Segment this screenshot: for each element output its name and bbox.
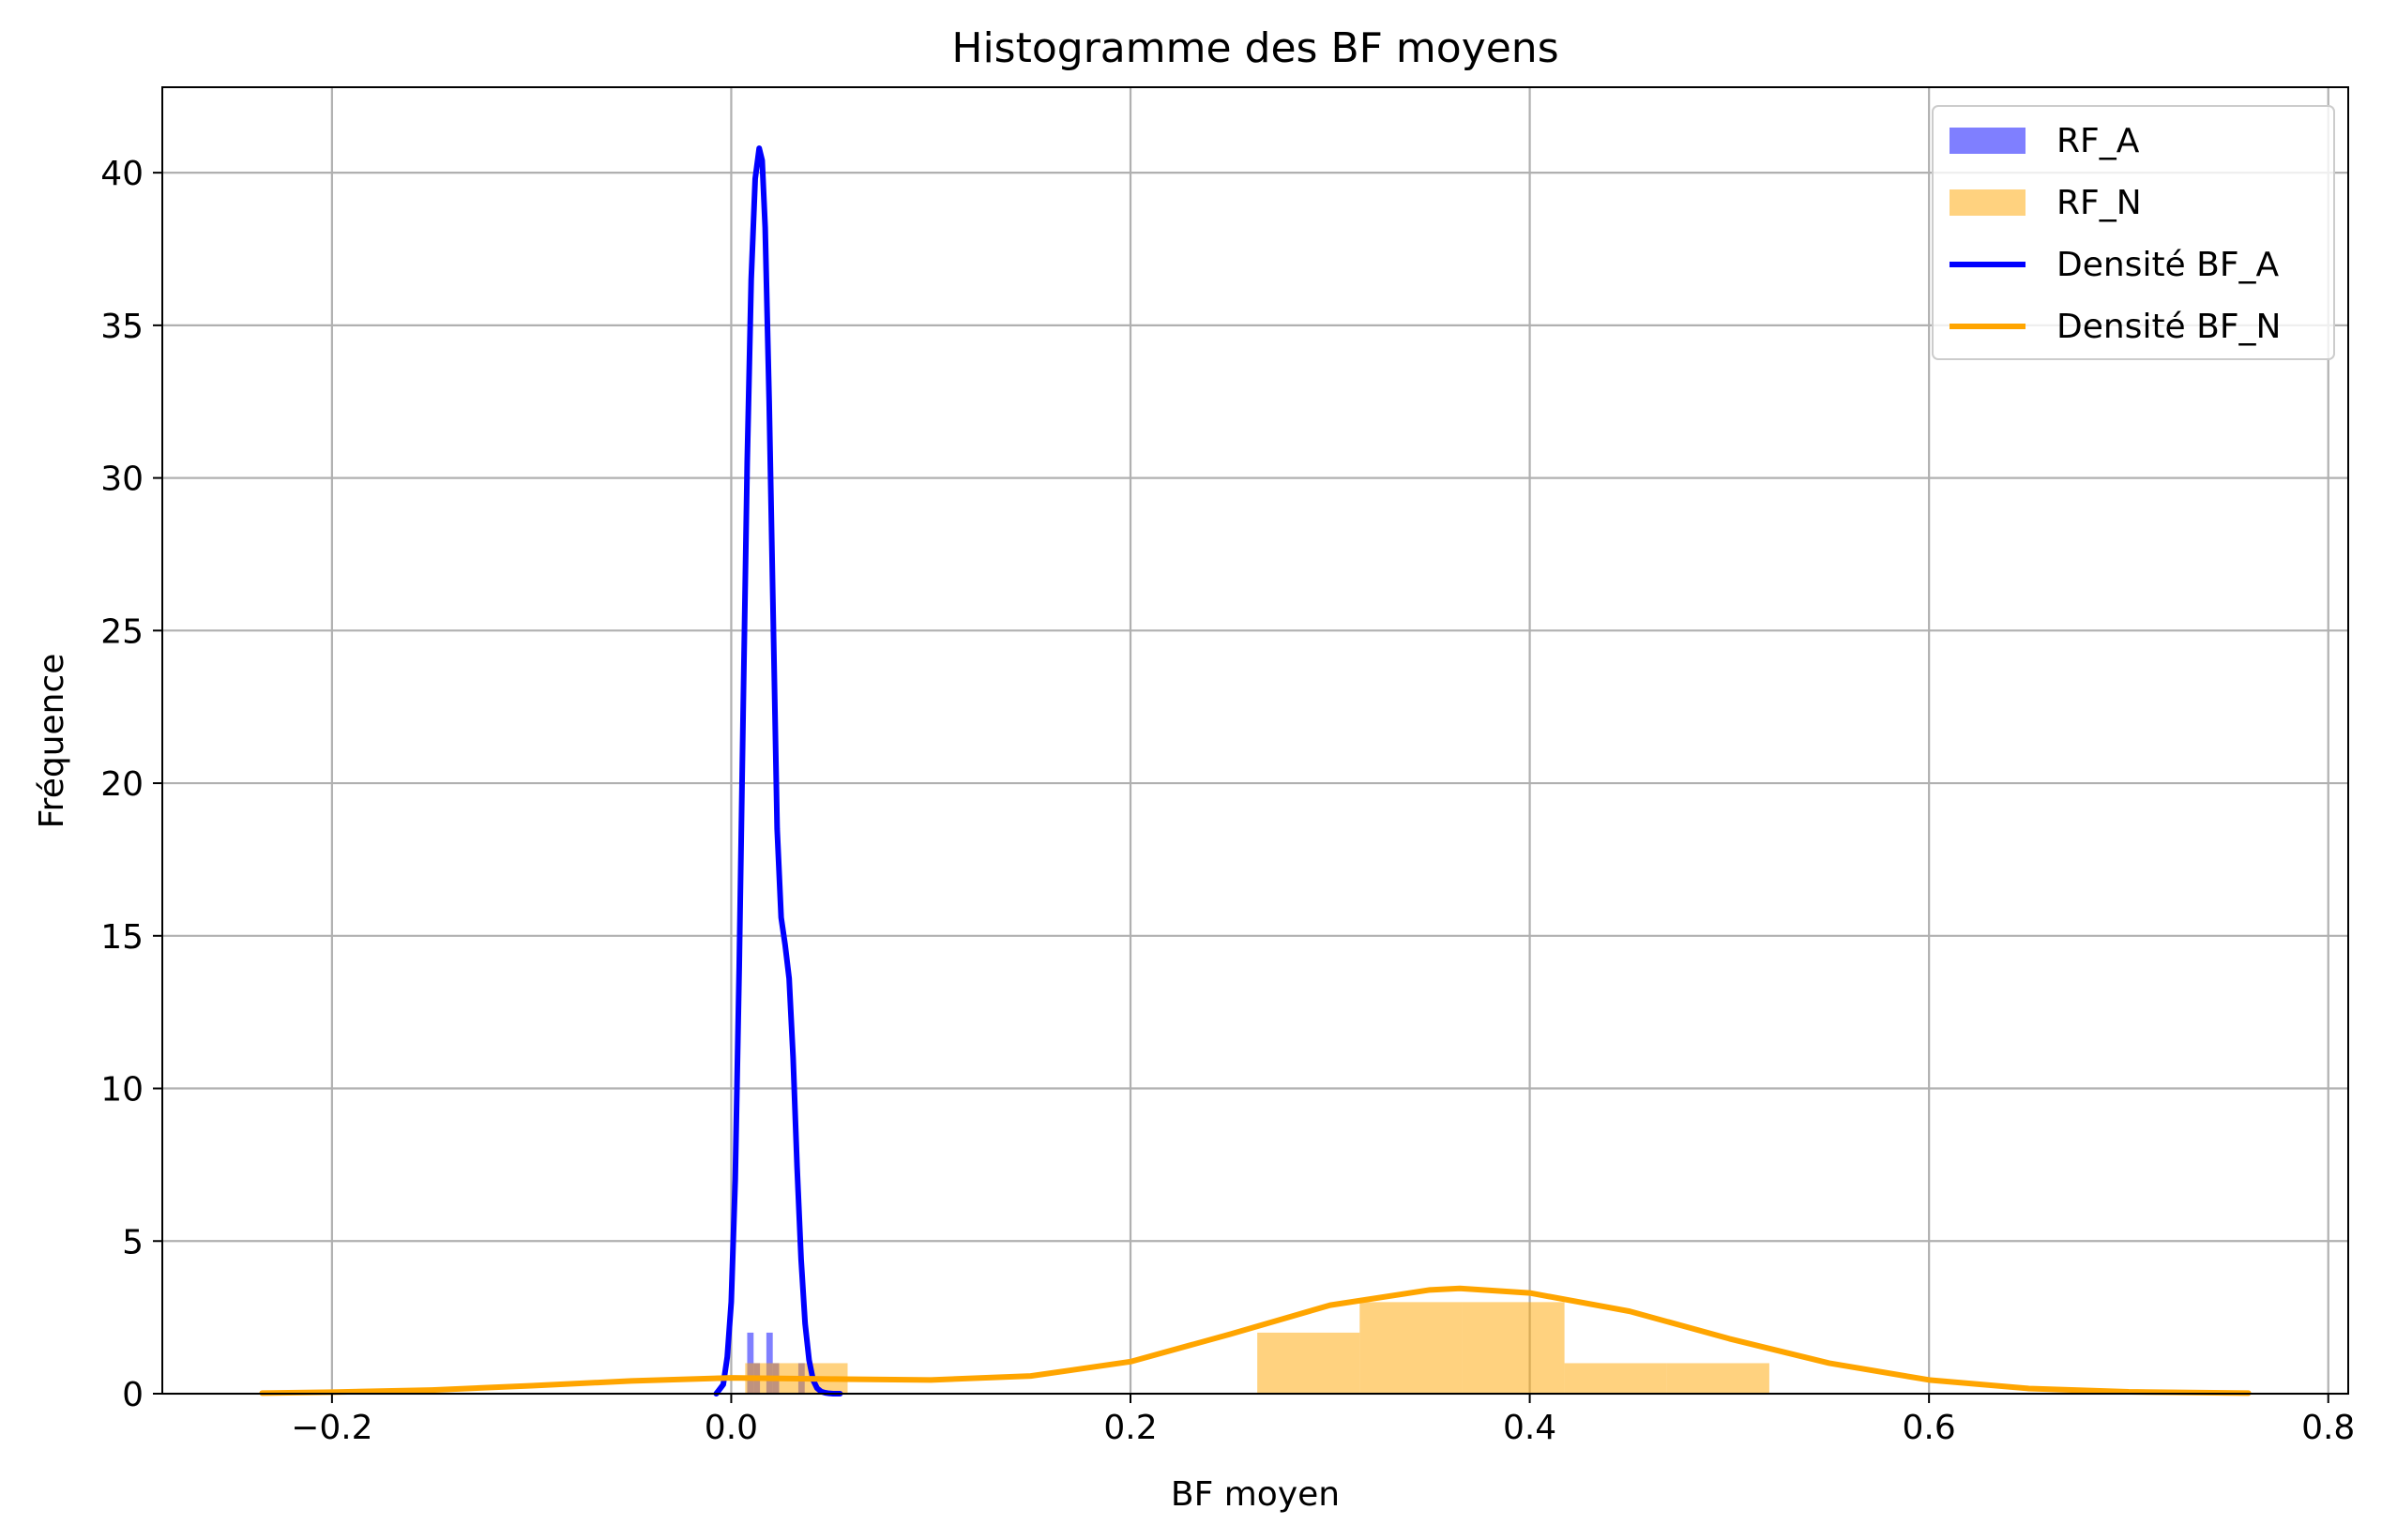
y-axis-label: Fréquence xyxy=(33,654,71,829)
x-tick-label: 0.8 xyxy=(2301,1409,2355,1447)
histogram-bar-rf-n xyxy=(1666,1363,1769,1394)
y-tick-label: 20 xyxy=(100,765,144,804)
tick-layer: −0.2 0.0 0.2 0.4 0.6 0.8 0 5 10 15 20 25 30 35 40 xyxy=(100,155,2355,1447)
x-tick-label: 0.0 xyxy=(705,1409,758,1447)
histogram-bars xyxy=(745,1302,1769,1394)
legend: RF_A RF_N Densité BF_A Densité BF_N xyxy=(1932,105,2335,360)
density-lines xyxy=(259,145,2252,1397)
y-tick-label: 40 xyxy=(100,155,144,193)
legend-label: RF_A xyxy=(2056,122,2140,160)
legend-label: Densité BF_N xyxy=(2056,308,2281,346)
y-tick-label: 15 xyxy=(100,918,144,957)
grid-layer xyxy=(162,87,2348,1396)
legend-label: RF_N xyxy=(2056,184,2142,222)
histogram-bar-rf-n xyxy=(1462,1302,1565,1394)
x-tick-label: 0.6 xyxy=(1903,1409,1956,1447)
legend-swatch xyxy=(1950,128,2025,154)
x-tick-label: 0.2 xyxy=(1103,1409,1157,1447)
histogram-bar-rf-n xyxy=(1359,1302,1463,1394)
histogram-bar-rf-n xyxy=(1564,1363,1667,1394)
chart-title: Histogramme des BF moyens xyxy=(951,24,1558,72)
legend-swatch xyxy=(1950,189,2025,216)
x-tick-label: 0.4 xyxy=(1503,1409,1556,1447)
x-tick-label: −0.2 xyxy=(291,1409,372,1447)
y-tick-label: 5 xyxy=(122,1223,144,1261)
plot-frame xyxy=(161,86,2349,1395)
y-tick-label: 35 xyxy=(100,308,144,346)
densite-bf-a-line xyxy=(713,145,843,1397)
legend-box xyxy=(1932,105,2335,360)
densite-bf-n-line xyxy=(259,1285,2252,1397)
x-axis-label: BF moyen xyxy=(1171,1475,1340,1514)
y-tick-label: 0 xyxy=(122,1376,144,1414)
histogram-bar-rf-n xyxy=(1257,1332,1360,1394)
y-tick-label: 10 xyxy=(100,1071,144,1110)
y-tick-label: 25 xyxy=(100,612,144,651)
legend-label: Densité BF_A xyxy=(2056,246,2280,284)
y-tick-label: 30 xyxy=(100,460,144,499)
